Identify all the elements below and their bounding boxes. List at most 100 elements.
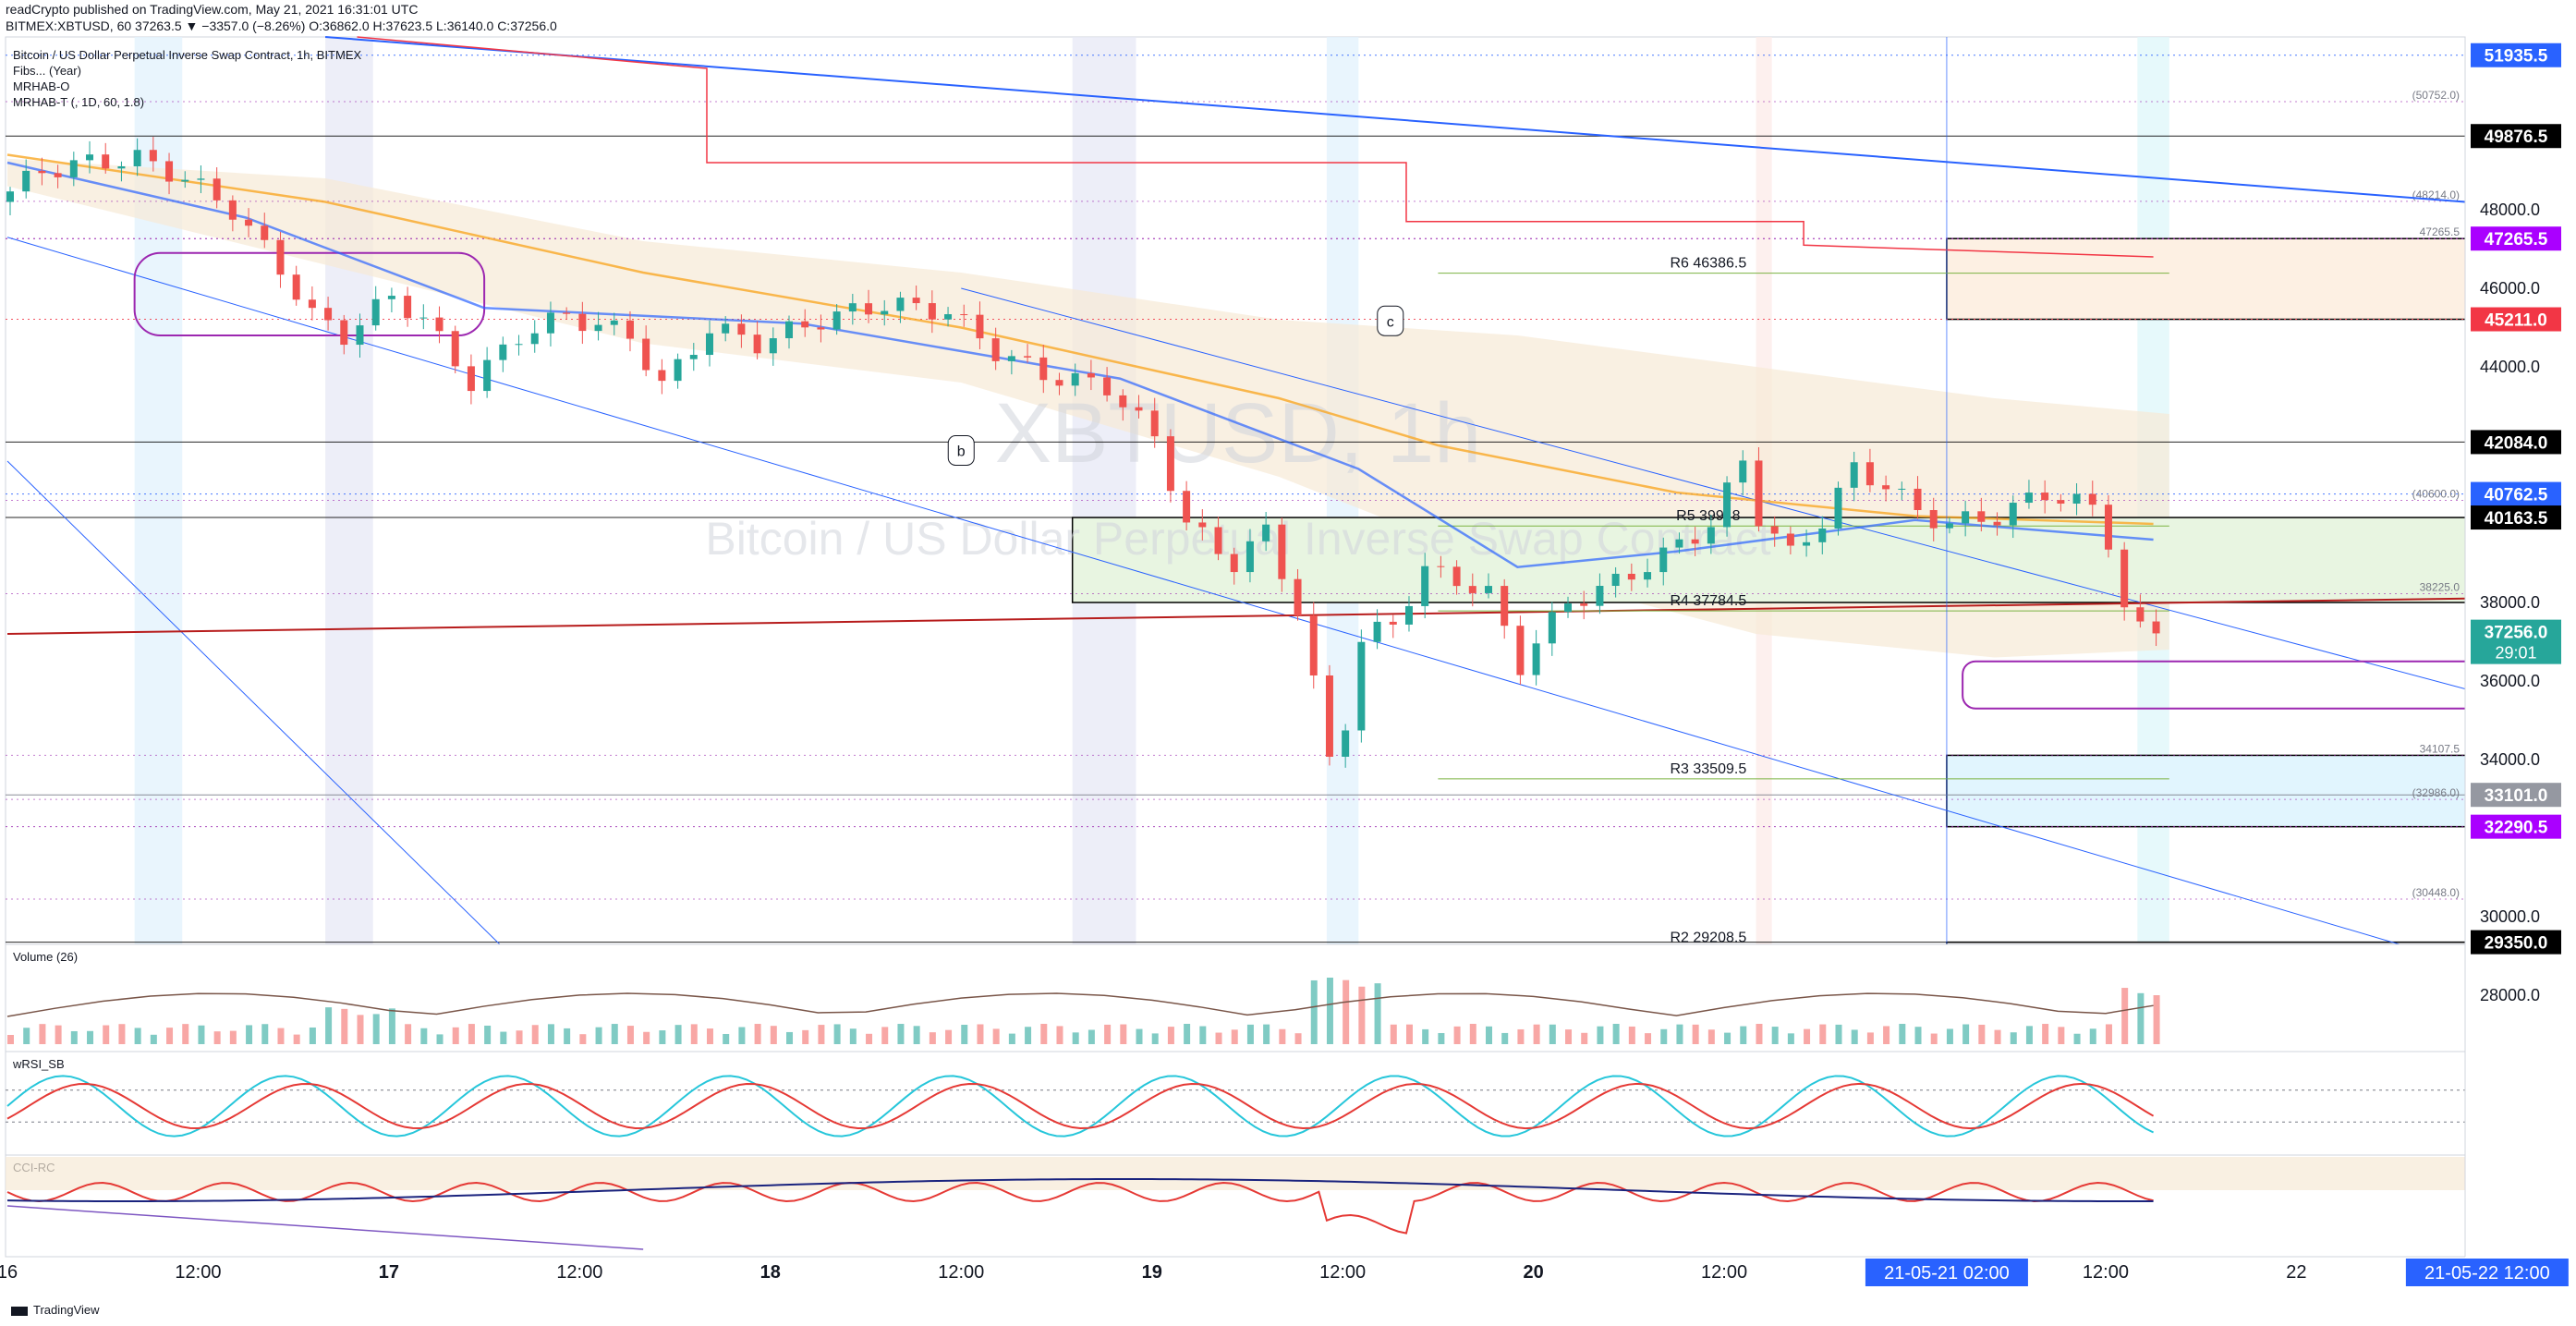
candle	[2057, 500, 2065, 505]
volume-bar	[357, 1015, 364, 1044]
volume-bar	[1756, 1024, 1763, 1044]
price-tag-label: 40163.5	[2485, 509, 2548, 529]
volume-bar	[913, 1026, 920, 1044]
time-axis-background	[6, 1257, 2576, 1294]
volume-bar	[1294, 1033, 1302, 1044]
price-tag: 47265.5	[2471, 226, 2561, 251]
price-tag-label: 47265.5	[2485, 230, 2548, 249]
volume-bar	[261, 1024, 269, 1044]
price-tag-box	[2471, 481, 2561, 506]
price-tag: 33101.0	[2471, 783, 2561, 808]
candle	[928, 303, 936, 320]
candle	[387, 296, 395, 299]
candle	[546, 312, 554, 334]
moving-average	[6, 161, 2154, 569]
volume-bar	[1771, 1027, 1779, 1044]
candle	[2120, 549, 2129, 608]
volume-bar	[1787, 1033, 1794, 1044]
time-highlight-tag: 21-05-22 12:00	[2405, 1259, 2569, 1286]
candle	[1294, 578, 1302, 616]
candle	[1039, 357, 1048, 381]
volume-bar	[2105, 1024, 2112, 1044]
candle	[1564, 603, 1573, 613]
volume-bar	[103, 1025, 110, 1044]
volume-bar	[1040, 1024, 1048, 1044]
candle	[1962, 511, 1970, 524]
candle	[1278, 524, 1286, 579]
time-tick-label: 20	[1523, 1262, 1543, 1283]
highlight-ellipse	[133, 251, 486, 336]
candle	[1644, 572, 1652, 580]
volume-bar	[372, 1014, 380, 1044]
price-tag: 51935.5	[2471, 43, 2561, 67]
wave-label-text: b	[957, 444, 966, 460]
volume-bar	[1136, 1028, 1143, 1044]
volume-bar	[1422, 1028, 1429, 1044]
volume-bar	[516, 1030, 523, 1044]
candle	[1024, 356, 1032, 358]
session-band	[1072, 37, 1136, 944]
candle	[308, 299, 316, 309]
volume-bar	[1517, 1028, 1525, 1044]
level-note-label: 47265.5	[2420, 225, 2461, 238]
legend-item-mrhab-t[interactable]: MRHAB-T (, 1D, 60, 1.8)	[13, 95, 145, 109]
legend-item-fibs[interactable]: Fibs... (Year)	[13, 64, 81, 78]
resistance-step-line	[357, 36, 2154, 258]
volume-bar	[643, 1031, 650, 1044]
candle	[1914, 488, 1922, 511]
candle	[1818, 528, 1827, 542]
volume-bar	[166, 1028, 174, 1044]
volume-bar	[23, 1028, 30, 1044]
volume-bar	[1883, 1026, 1890, 1044]
publisher-line: readCrypto published on TradingView.com,…	[6, 2, 419, 17]
candle	[1373, 621, 1381, 642]
volume-bar	[1707, 1029, 1715, 1044]
candle	[1262, 524, 1270, 541]
legend-item-mrhab-o[interactable]: MRHAB-O	[13, 79, 70, 93]
price-tick-label: 36000.0	[2480, 672, 2540, 690]
wave-label-text: c	[1387, 314, 1394, 330]
volume-bar	[1660, 1028, 1668, 1044]
candle	[1691, 539, 1699, 544]
price-tick-label: 48000.0	[2480, 201, 2540, 219]
level-note-label: (40600.0)	[2412, 488, 2460, 501]
volume-bar	[1962, 1024, 1970, 1044]
volume-bar	[1804, 1028, 1811, 1044]
volume-bar	[2121, 988, 2129, 1044]
session-band	[325, 37, 373, 944]
volume-bar	[388, 1008, 395, 1044]
volume-bar	[2025, 1026, 2033, 1044]
candle	[658, 370, 666, 382]
tradingview-logo-icon	[11, 1306, 28, 1316]
volume-bar	[1151, 1033, 1159, 1044]
indicator-panes[interactable]: Volume (26)2B0wRSI_SB100.00.0CCI-RC0.0-2…	[5, 943, 2519, 1258]
volume-bar	[1946, 1028, 1953, 1044]
volume-bar	[1851, 1029, 1858, 1044]
volume-bar	[500, 1031, 507, 1044]
price-tick-label: 38000.0	[2480, 593, 2540, 612]
axes-layer[interactable]: 48000.0 46000.0 44000.0 38000.0 36000.0 34000…	[0, 37, 2576, 1294]
volume-bar	[866, 1033, 873, 1044]
tradingview-brand: TradingView	[11, 1303, 100, 1317]
time-highlight-label: 21-05-21 02:00	[1884, 1263, 2010, 1283]
candle	[1755, 460, 1763, 527]
volume-bar	[849, 1028, 857, 1044]
volume-bar	[531, 1025, 539, 1044]
volume-bar	[1358, 986, 1366, 1044]
candle	[817, 327, 825, 330]
volume-bar	[1405, 1024, 1413, 1044]
candle	[2104, 505, 2112, 550]
candle	[54, 173, 62, 177]
rsi-pane-frame	[5, 1051, 2466, 1156]
volume-bar	[2010, 1032, 2017, 1044]
candle	[371, 298, 380, 326]
volume-bar	[1104, 1024, 1112, 1044]
price-tag-box	[2471, 783, 2561, 808]
volume-bar	[2058, 1027, 2065, 1044]
candle	[1532, 643, 1540, 675]
level-note-label: (32986.0)	[2412, 786, 2460, 799]
volume-bar	[1167, 1027, 1174, 1044]
volume-bar	[1390, 1024, 1397, 1044]
legend-title[interactable]: Bitcoin / US Dollar Perpetual Inverse Sw…	[13, 48, 362, 62]
